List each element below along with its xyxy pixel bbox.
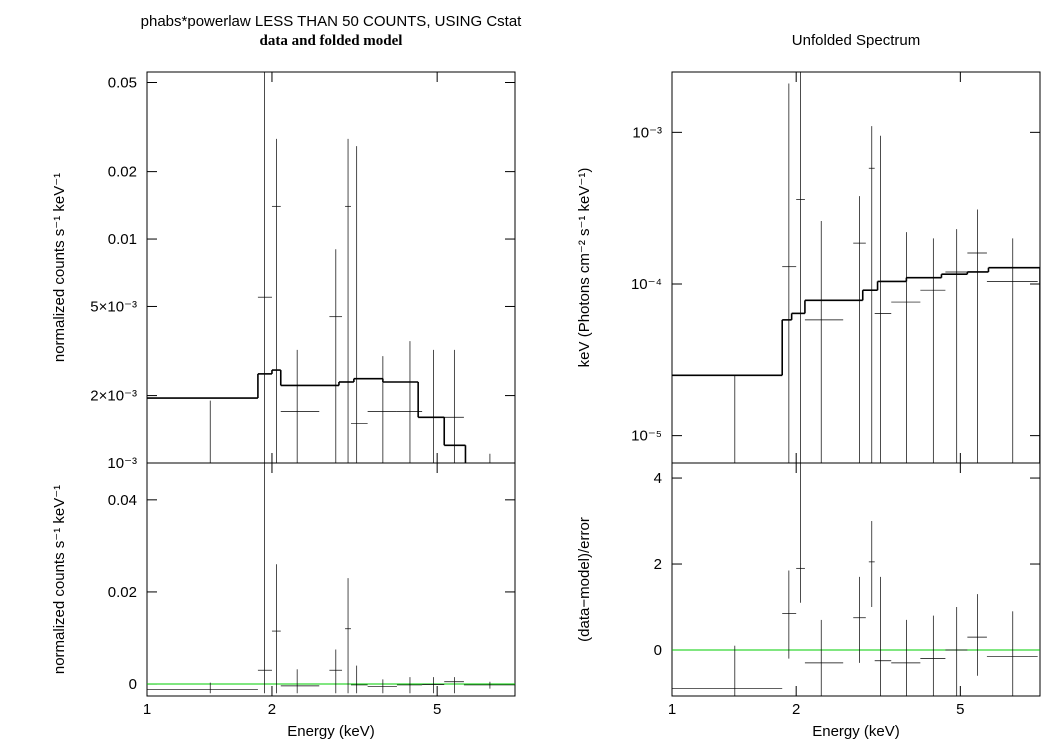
x-tick-label: 5	[956, 701, 964, 718]
y-tick-label: 2×10⁻³	[90, 388, 137, 405]
y-axis-label: (data−model)/error	[576, 517, 593, 642]
panel: phabs*powerlaw LESS THAN 50 COUNTS, USIN…	[51, 13, 523, 472]
y-tick-label: 0.01	[108, 231, 137, 248]
plot-frame	[146, 71, 516, 464]
panel: normalized counts s⁻¹ keV⁻¹ Energy (keV) 0…	[51, 462, 516, 740]
x-tick-label: 1	[143, 701, 151, 718]
y-tick-label: 10⁻⁴	[631, 276, 662, 293]
panel: Unfolded Spectrum keV (Photons cm⁻² s⁻¹ k…	[576, 32, 1041, 464]
y-axis-label: keV (Photons cm⁻² s⁻¹ keV⁻¹)	[576, 168, 593, 368]
plot-frame	[146, 462, 516, 697]
y-tick-label: 10⁻³	[107, 455, 137, 472]
chart-title: phabs*powerlaw LESS THAN 50 COUNTS, USIN…	[141, 13, 523, 30]
panel: (data−model)/error Energy (keV) 0 2 4 1 2 5	[576, 462, 1041, 740]
y-tick-label: 4	[654, 470, 662, 487]
chart-title: Unfolded Spectrum	[792, 32, 920, 49]
y-tick-label: 0.02	[108, 164, 137, 181]
plot-area	[672, 463, 1040, 696]
y-tick-label: 2	[654, 556, 662, 573]
y-axis-label: normalized counts s⁻¹ keV⁻¹	[51, 485, 68, 674]
y-tick-label: 0	[129, 676, 137, 693]
plot-frame	[671, 462, 1041, 697]
plot-area	[147, 463, 515, 694]
plot-area	[147, 72, 491, 463]
y-tick-label: 0.04	[108, 492, 137, 509]
x-axis-label: Energy (keV)	[287, 723, 375, 740]
y-tick-label: 0.02	[108, 584, 137, 601]
plot-area	[672, 72, 1040, 463]
plot-frame	[671, 71, 1041, 464]
x-tick-label: 2	[792, 701, 800, 718]
y-axis-label: normalized counts s⁻¹ keV⁻¹	[51, 173, 68, 362]
x-tick-label: 1	[668, 701, 676, 718]
y-tick-label: 10⁻³	[632, 124, 662, 141]
y-tick-label: 0	[654, 642, 662, 659]
x-axis-label: Energy (keV)	[812, 723, 900, 740]
y-tick-label: 5×10⁻³	[90, 298, 137, 315]
y-tick-label: 0.05	[108, 75, 137, 92]
x-tick-label: 5	[433, 701, 441, 718]
chart-subtitle: data and folded model	[260, 33, 403, 49]
y-tick-label: 10⁻⁵	[631, 428, 662, 445]
x-tick-label: 2	[268, 701, 276, 718]
